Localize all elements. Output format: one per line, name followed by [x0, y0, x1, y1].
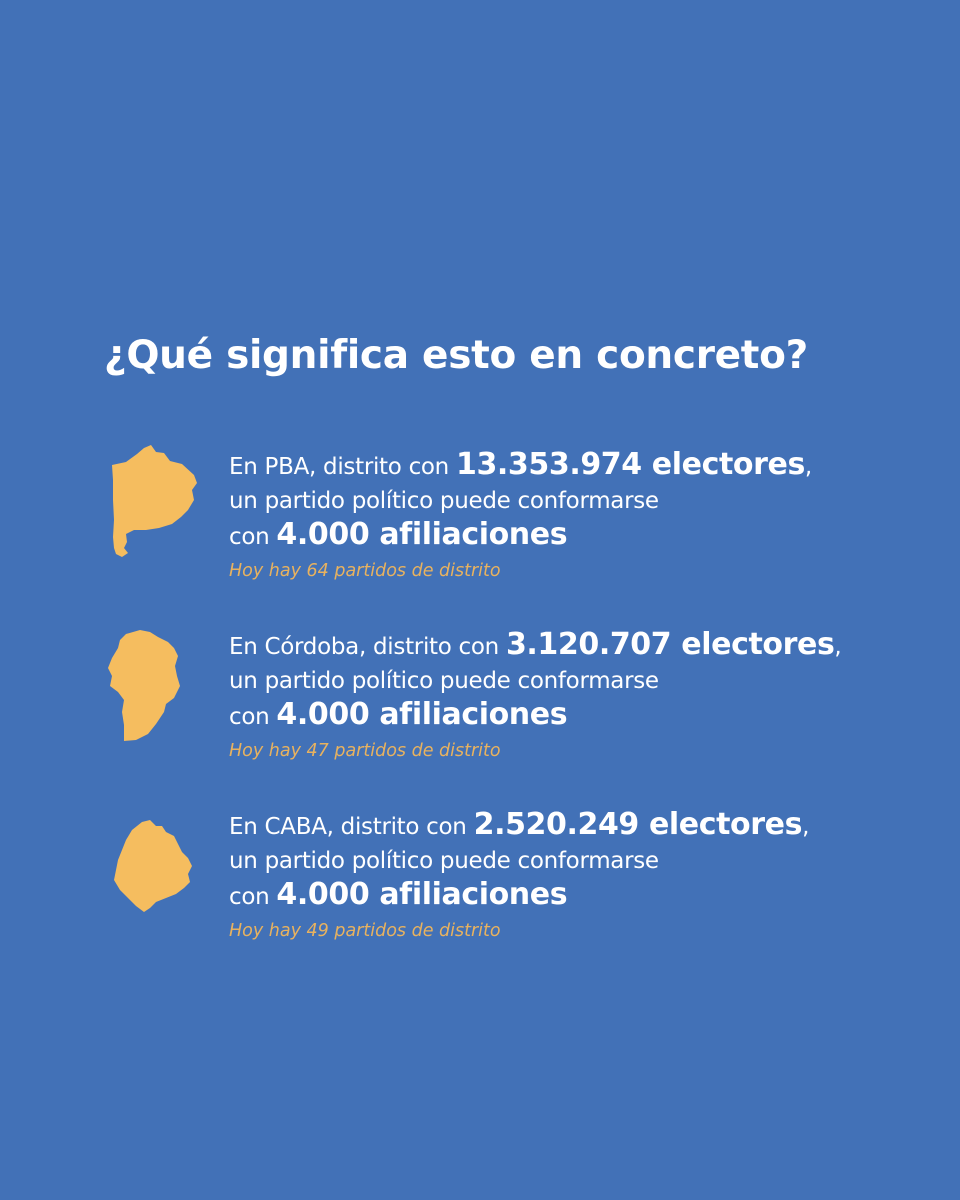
electors-line: En Córdoba, distrito con 3.120.707 elect…	[229, 625, 949, 665]
page-title: ¿Qué significa esto en concreto?	[104, 333, 808, 378]
electors-prefix: En Córdoba, distrito con	[229, 634, 506, 660]
electors-suffix: ,	[804, 454, 812, 480]
cordoba-province-map-icon	[104, 620, 204, 750]
party-count-note: Hoy hay 49 partidos de distrito	[229, 921, 501, 941]
district-text: En PBA, distrito con 13.353.974 electore…	[229, 445, 949, 583]
affiliations-prefix: con	[229, 704, 277, 730]
affiliations-prefix: con	[229, 884, 277, 910]
party-count-note: Hoy hay 64 partidos de distrito	[229, 561, 501, 581]
district-caba: En CABA, distrito con 2.520.249 electore…	[0, 800, 960, 960]
district-pba: En PBA, distrito con 13.353.974 electore…	[0, 440, 960, 600]
electors-value: 13.353.974 electores	[455, 447, 805, 482]
district-text: En Córdoba, distrito con 3.120.707 elect…	[229, 625, 949, 763]
electors-suffix: ,	[834, 634, 842, 660]
affiliations-line: con 4.000 afiliaciones	[229, 877, 949, 913]
electors-prefix: En PBA, distrito con	[229, 454, 456, 480]
party-line: un partido político puede conformarse	[229, 488, 659, 514]
electors-value: 2.520.249 electores	[473, 807, 803, 842]
affiliations-value: 4.000 afiliaciones	[276, 877, 568, 912]
party-line: un partido político puede conformarse	[229, 668, 659, 694]
affiliations-prefix: con	[229, 524, 277, 550]
district-text: En CABA, distrito con 2.520.249 electore…	[229, 805, 949, 943]
district-cordoba: En Córdoba, distrito con 3.120.707 elect…	[0, 620, 960, 780]
electors-prefix: En CABA, distrito con	[229, 814, 474, 840]
caba-map-icon	[104, 800, 204, 930]
party-count-note: Hoy hay 47 partidos de distrito	[229, 741, 501, 761]
buenos-aires-province-map-icon	[104, 440, 204, 570]
electors-suffix: ,	[802, 814, 810, 840]
electors-value: 3.120.707 electores	[505, 627, 835, 662]
affiliations-value: 4.000 afiliaciones	[276, 697, 568, 732]
affiliations-line: con 4.000 afiliaciones	[229, 517, 949, 553]
affiliations-value: 4.000 afiliaciones	[276, 517, 568, 552]
affiliations-line: con 4.000 afiliaciones	[229, 697, 949, 733]
electors-line: En PBA, distrito con 13.353.974 electore…	[229, 445, 949, 485]
electors-line: En CABA, distrito con 2.520.249 electore…	[229, 805, 949, 845]
party-line: un partido político puede conformarse	[229, 848, 659, 874]
